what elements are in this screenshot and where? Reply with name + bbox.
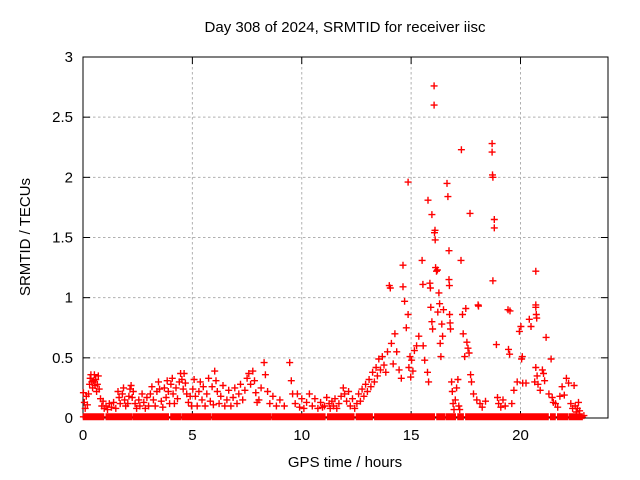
y-tick-label: 3 (65, 49, 73, 66)
y-tick-label: 0 (65, 410, 73, 427)
x-axis-label: GPS time / hours (288, 454, 402, 471)
chart-title: Day 308 of 2024, SRMTID for receiver iis… (205, 19, 486, 36)
x-tick-label: 0 (79, 427, 87, 444)
y-tick-label: 0.5 (52, 350, 73, 367)
baseline-band-markers (79, 413, 586, 421)
data-points (79, 82, 588, 421)
scatter-point-markers (79, 82, 588, 420)
y-tick-label: 2 (65, 169, 73, 186)
grid-lines (83, 57, 608, 418)
y-tick-label: 1.5 (52, 230, 73, 247)
x-tick-label: 15 (403, 427, 420, 444)
y-tick-label: 2.5 (52, 109, 73, 126)
x-tick-label: 10 (293, 427, 310, 444)
x-tick-labels: 0 5 10 15 20 (79, 427, 529, 444)
x-tick-label: 20 (512, 427, 529, 444)
y-tick-labels: 0 0.5 1 1.5 2 2.5 3 (52, 49, 73, 427)
x-tick-label: 5 (188, 427, 196, 444)
y-axis-label: SRMTID / TECUs (17, 178, 34, 296)
y-tick-label: 1 (65, 290, 73, 307)
